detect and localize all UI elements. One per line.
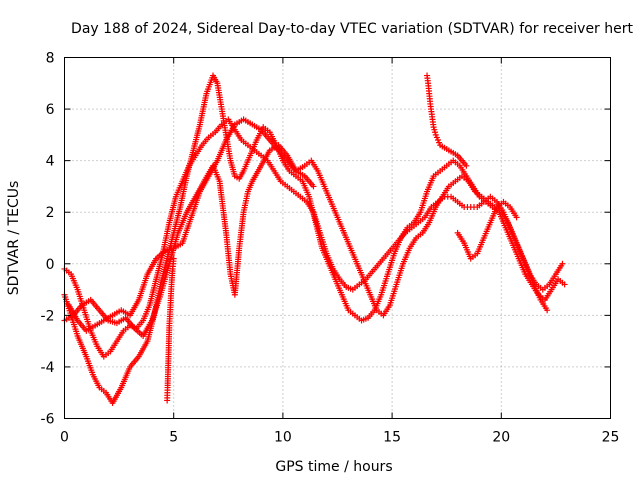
y-tick-label: -6 — [41, 412, 55, 428]
data-point-track-a — [561, 281, 568, 288]
y-tick-label: -2 — [41, 308, 55, 324]
y-tick-label: 6 — [46, 102, 55, 118]
x-tick-label: 15 — [383, 430, 401, 446]
plot-frame — [64, 57, 611, 419]
x-tick-label: 20 — [492, 430, 510, 446]
data-point-track-b — [559, 260, 566, 267]
chart-title: Day 188 of 2024, Sidereal Day-to-day VTE… — [71, 21, 633, 37]
data-point-track-f — [170, 255, 177, 262]
x-axis-label: GPS time / hours — [275, 459, 392, 475]
data-point-track-g — [513, 214, 520, 221]
grid-lines — [64, 57, 611, 419]
x-tick-label: 0 — [60, 430, 69, 446]
y-tick-label: 0 — [46, 257, 55, 273]
y-axis-label: SDTVAR / TECUs — [6, 181, 22, 296]
y-tick-label: 8 — [46, 51, 55, 67]
y-tick-label: 2 — [46, 205, 55, 221]
x-tick-label: 5 — [169, 430, 178, 446]
x-tick-label: 25 — [602, 430, 620, 446]
data-point-track-d — [310, 183, 317, 190]
y-tick-label: 4 — [46, 154, 55, 170]
data-point-track-e — [463, 162, 470, 169]
y-tick-label: -4 — [41, 360, 55, 376]
data-point-track-c — [544, 307, 551, 314]
axis-ticks: 0 5 10 15 20 25 -6 -4 -2 0 2 4 6 8 — [41, 51, 620, 446]
data-marks — [61, 72, 568, 407]
x-tick-label: 10 — [274, 430, 292, 446]
